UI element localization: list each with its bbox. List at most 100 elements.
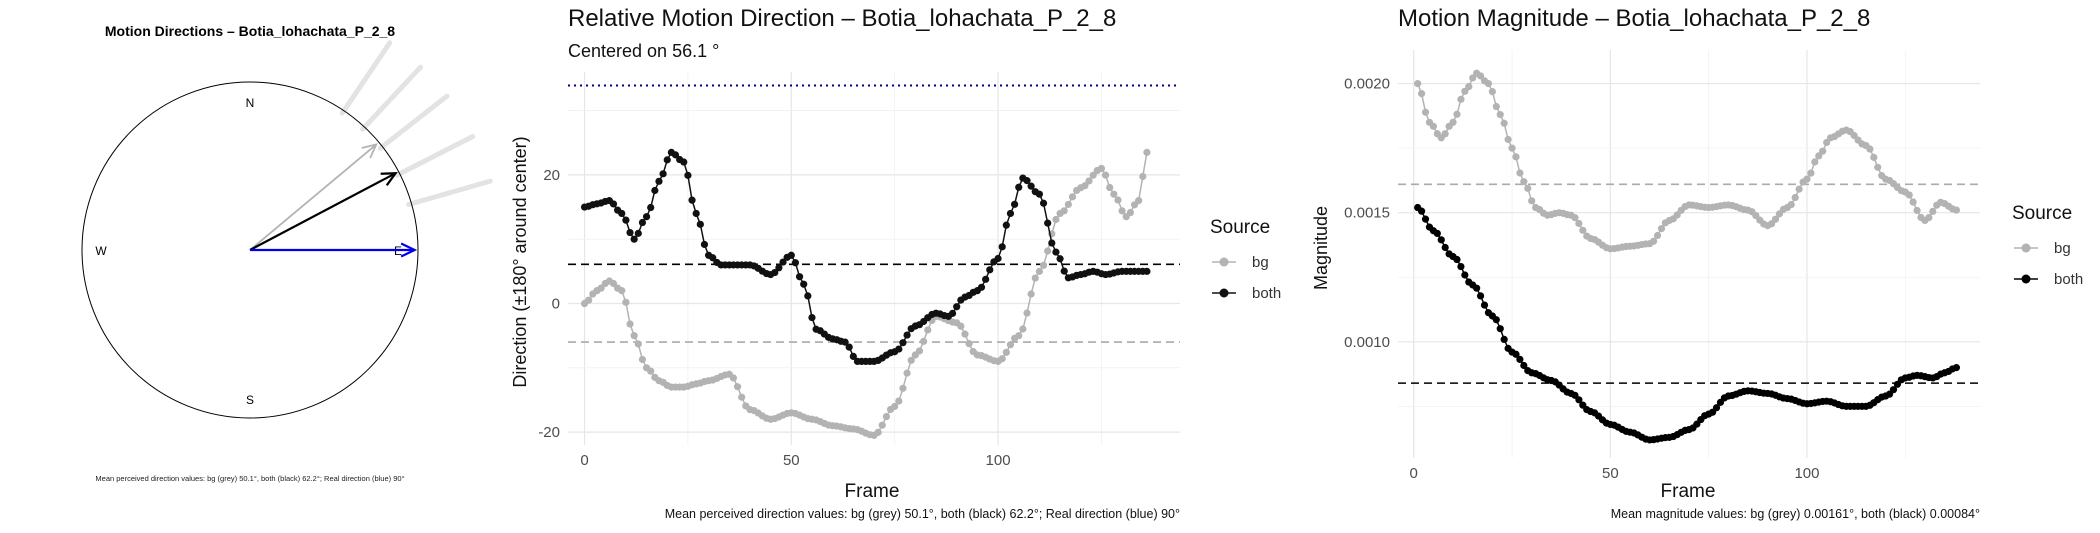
compass-rays [339, 40, 493, 208]
dir-point-bg [1085, 177, 1093, 185]
compass-ray-1 [360, 64, 423, 132]
mag-point-both [1712, 404, 1721, 412]
magnitude-legend-bg-label: bg [2054, 240, 2071, 257]
direction-caption: Mean perceived direction values: bg (gre… [665, 507, 1180, 521]
compass-north-label: N [246, 96, 255, 110]
magnitude-ylabel: Magnitude [1311, 206, 1331, 290]
dir-point-bg [1023, 309, 1031, 317]
dir-point-bg [638, 355, 647, 364]
dir-series-bg [580, 148, 1151, 439]
direction-legend-both-marker [1219, 288, 1229, 298]
dir-point-bg [1101, 171, 1110, 179]
mag-point-bg [1787, 200, 1795, 209]
mag-xtick-label: 100 [1794, 465, 1819, 482]
mag-point-bg [1496, 110, 1504, 119]
compass-ray-4 [406, 178, 493, 208]
dir-point-bg [609, 279, 618, 288]
mag-ytick-label: 0.0010 [1344, 334, 1390, 351]
mag-point-bg [1870, 153, 1878, 161]
mag-point-bg [1441, 130, 1449, 138]
dir-point-both [1052, 248, 1060, 256]
magnitude-legend-both-label: both [2054, 271, 2083, 288]
mag-point-both [1453, 255, 1461, 264]
mag-point-bg [1453, 110, 1461, 118]
dir-point-both [1010, 200, 1019, 208]
compass-circle [81, 81, 419, 419]
dir-point-bg [924, 326, 932, 334]
mag-point-both [1575, 396, 1583, 404]
dir-point-bg [1035, 267, 1044, 275]
dir-point-bg [891, 402, 899, 411]
mag-point-both [1433, 229, 1441, 238]
compass-south-label: S [246, 393, 254, 407]
dir-point-both [626, 228, 634, 237]
mag-point-both [1473, 284, 1481, 292]
compass-panel: Motion Directions – Botia_lohachata_P_2_… [81, 23, 493, 483]
compass-ray-3 [394, 134, 476, 178]
dir-point-both [845, 343, 853, 351]
compass-ray-2 [377, 93, 450, 151]
dir-point-both [671, 151, 680, 159]
dir-point-both [1056, 255, 1064, 263]
mag-point-bg [1929, 207, 1937, 215]
dir-point-bg [899, 384, 907, 392]
dir-point-both [998, 243, 1006, 251]
dir-point-both [948, 309, 957, 317]
dir-point-bg [1135, 197, 1143, 205]
dir-point-bg [626, 320, 634, 328]
dir-point-both [1060, 267, 1068, 275]
mag-xtick-label: 50 [1602, 465, 1619, 482]
direction-reference-lines [568, 84, 1180, 343]
magnitude-tick-labels: 0 50 100 0.0010 0.0015 0.0020 [1344, 76, 1819, 482]
dir-point-both [953, 303, 961, 311]
dir-point-both [994, 254, 1002, 263]
dir-point-both [808, 313, 816, 322]
mag-ytick-label: 0.0015 [1344, 205, 1390, 222]
dir-point-bg [998, 355, 1006, 363]
dir-point-both [638, 218, 647, 227]
compass-arrow-bg [249, 143, 378, 251]
direction-legend-bg-marker [1219, 257, 1229, 267]
compass-arrows [249, 143, 418, 258]
dir-point-both [651, 186, 659, 195]
mag-point-bg [1575, 219, 1583, 228]
dir-point-both [779, 258, 787, 266]
magnitude-series [1414, 69, 1961, 444]
dir-point-both [977, 283, 986, 291]
direction-grid [568, 72, 1180, 445]
dir-point-both [680, 158, 688, 166]
dir-point-both [771, 268, 779, 277]
dir-point-both [982, 275, 990, 283]
mag-point-bg [1905, 191, 1913, 199]
dir-point-both [700, 240, 709, 249]
dir-point-bg [585, 296, 593, 304]
dir-point-bg [895, 397, 903, 405]
mag-point-both [1512, 350, 1520, 358]
dir-point-bg [1118, 207, 1126, 215]
mag-series-bg [1414, 69, 1961, 253]
dir-point-both [609, 200, 618, 208]
dir-point-both [655, 177, 663, 185]
dir-point-bg [1068, 193, 1077, 201]
dir-point-both [696, 220, 704, 228]
dir-ytick-label: 20 [543, 167, 560, 184]
mag-point-bg [1811, 158, 1819, 166]
dir-point-bg [1126, 208, 1134, 217]
dir-ytick-label: 0 [552, 296, 560, 313]
dir-point-both [903, 331, 911, 339]
dir-point-both [841, 338, 849, 346]
dir-point-both [1023, 177, 1031, 185]
mag-xtick-label: 0 [1410, 465, 1418, 482]
compass-caption: Mean perceived direction values: bg (gre… [95, 474, 404, 483]
dir-point-bg [1064, 200, 1072, 209]
mag-point-bg [1528, 197, 1536, 205]
mag-point-both [1437, 236, 1445, 244]
mag-point-both [1421, 215, 1430, 223]
direction-legend-bg-label: bg [1252, 254, 1269, 271]
compass-ray-0 [339, 40, 393, 116]
dir-point-bg [907, 356, 915, 364]
mag-point-bg [1657, 225, 1666, 233]
dir-point-both [899, 339, 907, 347]
dir-point-both [622, 216, 630, 224]
